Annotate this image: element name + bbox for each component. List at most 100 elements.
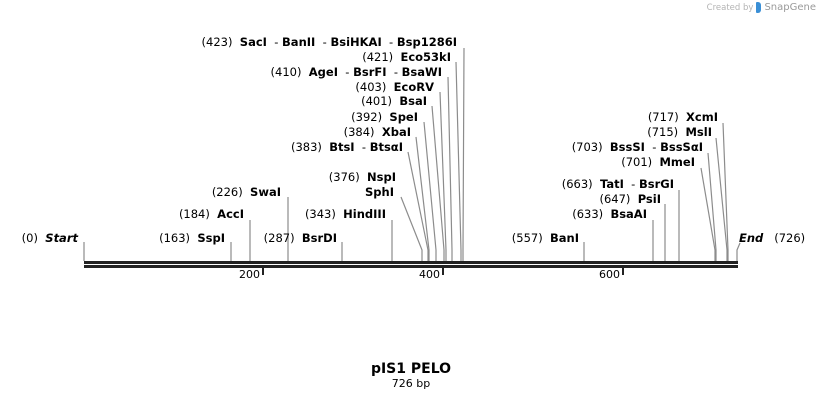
leader-line <box>700 167 716 261</box>
enzyme-name: BssSI <box>610 140 645 154</box>
site-label[interactable]: (633) BsaAI <box>572 207 647 221</box>
tick-label: 200 <box>239 268 260 281</box>
leader-line <box>462 47 465 261</box>
site-label[interactable]: (392) SpeI <box>351 110 418 124</box>
site-position: (287) <box>264 231 302 245</box>
snapgene-credit: Created by SnapGene <box>707 2 816 13</box>
enzyme-name: SphI <box>365 185 394 199</box>
enzyme-name: SpeI <box>389 110 418 124</box>
site-position: (403) <box>355 80 393 94</box>
enzyme-name: BtsαI <box>370 140 403 154</box>
name-separator: - <box>315 35 330 49</box>
enzyme-name: BanII <box>282 35 315 49</box>
enzyme-name: MslI <box>685 125 712 139</box>
leader-line <box>407 151 429 261</box>
site-label[interactable]: (423) SacI - BanII - BsiHKAI - Bsp1286I <box>202 35 457 49</box>
site-label[interactable]: (410) AgeI - BsrFI - BsaWI <box>271 65 442 79</box>
enzyme-name: AgeI <box>309 65 338 79</box>
site-label[interactable]: (557) BanI <box>512 231 579 245</box>
leader-line <box>707 152 717 261</box>
site-label[interactable]: (715) MslI <box>647 125 712 139</box>
leader-line <box>439 91 447 261</box>
enzyme-name: PsiI <box>638 192 661 206</box>
enzyme-name: HindIII <box>343 207 386 221</box>
dna-backbone <box>84 261 738 268</box>
leader-line <box>722 122 729 261</box>
name-separator: - <box>624 177 639 191</box>
enzyme-name: EcoRV <box>394 80 434 94</box>
site-label[interactable]: (647) PsiI <box>599 192 661 206</box>
name-separator: - <box>267 35 282 49</box>
enzyme-name: BsrFI <box>353 65 386 79</box>
enzyme-name: SspI <box>197 231 225 245</box>
site-position: (423) <box>202 35 240 49</box>
site-position: (383) <box>291 140 329 154</box>
enzyme-name: MmeI <box>659 155 695 169</box>
site-label[interactable]: SphI <box>365 185 394 199</box>
enzyme-name: SwaI <box>250 185 281 199</box>
site-position: (392) <box>351 110 389 124</box>
credit-prefix: Created by <box>706 2 754 13</box>
site-label[interactable]: (421) Eco53kI <box>362 50 451 64</box>
leader-line <box>415 136 430 261</box>
enzyme-name: SacI <box>240 35 267 49</box>
site-label[interactable]: (384) XbaI <box>344 125 411 139</box>
site-label[interactable]: (376) NspI <box>329 170 396 184</box>
tick-mark <box>262 267 264 275</box>
site-position: (343) <box>305 207 343 221</box>
site-position: (163) <box>159 231 197 245</box>
site-position: (410) <box>271 65 309 79</box>
site-position: (715) <box>647 125 685 139</box>
site-position: (184) <box>179 207 217 221</box>
site-label[interactable]: (383) BtsI - BtsαI <box>291 140 403 154</box>
site-position: (701) <box>621 155 659 169</box>
tick-mark <box>622 267 624 275</box>
name-separator: - <box>387 65 402 79</box>
enzyme-name: XbaI <box>382 125 411 139</box>
site-label[interactable]: (701) MmeI <box>621 155 695 169</box>
enzyme-name: BsaWI <box>402 65 442 79</box>
site-label[interactable]: (184) AccI <box>179 207 244 221</box>
enzyme-name: AccI <box>217 207 244 221</box>
site-label[interactable]: (703) BssSI - BssSαI <box>572 140 703 154</box>
name-separator: - <box>355 140 370 154</box>
tick-label: 600 <box>599 268 620 281</box>
site-position: (557) <box>512 231 550 245</box>
site-position: (717) <box>648 110 686 124</box>
enzyme-name: XcmI <box>686 110 718 124</box>
start-label: (0) Start <box>22 231 79 245</box>
enzyme-name: BsaAI <box>610 207 647 221</box>
site-label[interactable]: (717) XcmI <box>648 110 718 124</box>
site-label[interactable]: (226) SwaI <box>212 185 281 199</box>
axis-ticks: 200 400 600 <box>239 267 624 281</box>
enzyme-name: BsaI <box>399 94 427 108</box>
site-position: (376) <box>329 170 367 184</box>
backbone-top-strand <box>84 261 738 264</box>
site-label[interactable]: (403) EcoRV <box>355 80 434 94</box>
site-label[interactable]: (663) TatI - BsrGI <box>562 177 674 191</box>
end-line <box>736 242 741 261</box>
site-position: (703) <box>572 140 610 154</box>
site-position: (633) <box>572 207 610 221</box>
site-label[interactable]: (401) BsaI <box>361 94 427 108</box>
site-label[interactable]: (343) HindIII <box>305 207 386 221</box>
leader-line <box>715 137 728 261</box>
site-position: (384) <box>344 125 382 139</box>
leader-line <box>431 105 445 261</box>
leader-line <box>423 121 437 261</box>
site-position: (647) <box>599 192 637 206</box>
site-label[interactable]: (163) SspI <box>159 231 225 245</box>
enzyme-name: Bsp1286I <box>397 35 457 49</box>
tick-mark <box>442 267 444 275</box>
enzyme-name: BanI <box>550 231 579 245</box>
tick-label: 400 <box>419 268 440 281</box>
end-label: End (726) <box>739 231 805 245</box>
site-labels: (163) SspI (184) AccI (226) SwaI (287) BsrD… <box>22 35 806 245</box>
enzyme-name: Eco53kI <box>400 50 451 64</box>
site-label[interactable]: (287) BsrDI <box>264 231 337 245</box>
name-separator: - <box>645 140 660 154</box>
site-position: (226) <box>212 185 250 199</box>
leader-line <box>447 76 453 261</box>
leader-line <box>400 196 423 261</box>
